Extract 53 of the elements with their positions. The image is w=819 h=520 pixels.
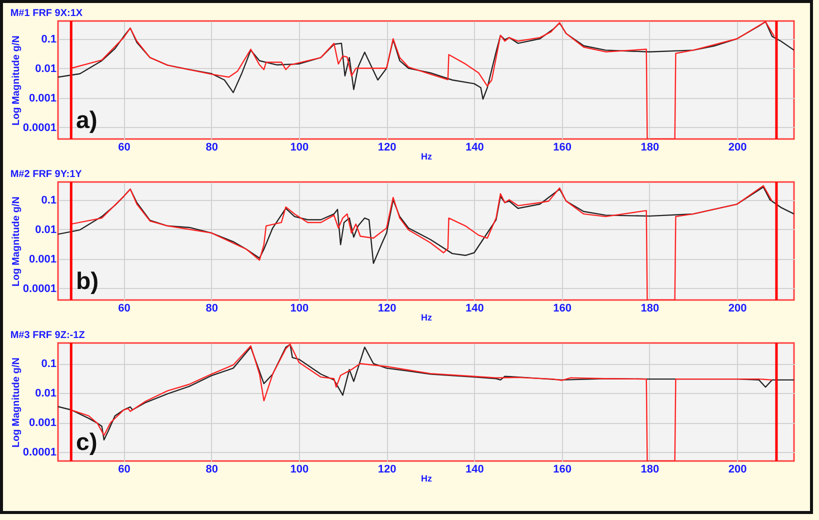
x-tick-label: 120: [378, 142, 396, 154]
y-tick-label: 0.1: [41, 358, 56, 370]
y-tick-label: 0.1: [41, 194, 56, 206]
x-tick-label: 80: [206, 464, 218, 476]
chart-title: M#2 FRF 9Y:1Y: [10, 168, 82, 180]
x-tick-label: 160: [553, 464, 572, 476]
x-tick-label: 200: [728, 464, 747, 476]
x-tick-label: 140: [466, 302, 484, 314]
y-tick-label: 0.01: [35, 62, 56, 75]
x-tick-label: 160: [553, 302, 572, 314]
line-series: [70, 185, 773, 300]
x-axis-title: Hz: [421, 474, 432, 484]
y-tick-label: 0.001: [28, 92, 56, 104]
y-axis-title: Log Magnitude g/N: [10, 196, 22, 286]
x-tick-label: 180: [640, 142, 660, 154]
x-tick-label: 100: [290, 464, 309, 476]
x-tick-label: 60: [118, 464, 130, 476]
y-tick-label: 0.001: [28, 253, 56, 266]
x-tick-label: 180: [640, 464, 660, 476]
y-axis-title: Log Magnitude g/N: [10, 358, 22, 448]
annotation: b): [76, 268, 99, 295]
y-tick-label: 0.0001: [22, 282, 56, 295]
x-tick-label: 100: [290, 302, 309, 314]
x-tick-label: 80: [206, 142, 218, 154]
chart-title: M#1 FRF 9X:1X: [10, 8, 83, 19]
y-tick-label: 0.01: [35, 388, 56, 400]
y-axis-title: Log Magnitude g/N: [10, 36, 22, 126]
line-series: [70, 21, 775, 139]
x-tick-label: 60: [118, 302, 130, 314]
x-tick-label: 120: [378, 464, 396, 476]
y-tick-label: 0.0001: [22, 446, 56, 459]
x-tick-label: 140: [466, 464, 484, 476]
x-tick-label: 140: [466, 142, 484, 154]
y-tick-label: 0.0001: [22, 122, 56, 134]
y-tick-label: 0.1: [41, 33, 56, 46]
y-tick-label: 0.01: [35, 224, 56, 236]
x-tick-label: 60: [118, 142, 130, 154]
x-tick-label: 120: [378, 302, 396, 314]
line-series: [58, 21, 794, 100]
line-series: [70, 344, 773, 461]
x-axis-title: Hz: [421, 312, 432, 322]
x-tick-label: 100: [290, 142, 309, 154]
x-tick-label: 180: [640, 302, 660, 314]
x-tick-label: 80: [206, 302, 218, 314]
chart-title: M#3 FRF 9Z:-1Z: [10, 330, 85, 341]
x-tick-label: 160: [553, 142, 572, 154]
x-tick-label: 200: [728, 302, 747, 314]
y-tick-label: 0.001: [28, 417, 56, 430]
x-tick-label: 200: [728, 142, 747, 154]
annotation: c): [76, 429, 98, 456]
annotation: a): [76, 107, 98, 134]
x-axis-title: Hz: [421, 152, 432, 162]
line-series: [58, 186, 794, 264]
